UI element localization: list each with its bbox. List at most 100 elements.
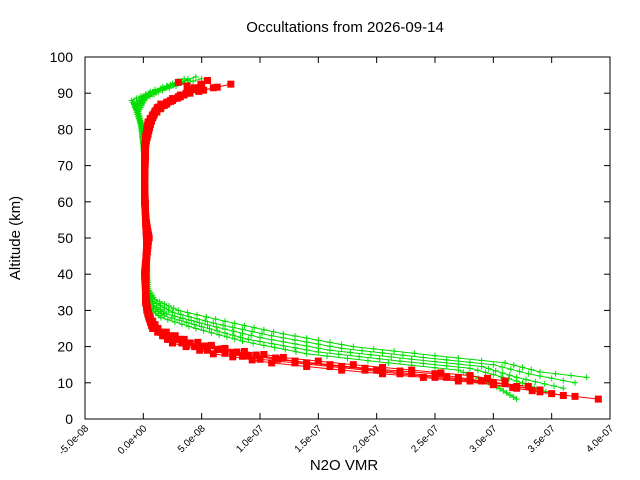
data-point <box>184 87 192 95</box>
data-point <box>185 313 192 320</box>
data-point <box>370 345 377 352</box>
y-tick-label: 20 <box>57 339 73 355</box>
y-tick-label: 0 <box>65 411 73 427</box>
data-point <box>212 316 219 323</box>
data-point <box>385 359 392 366</box>
data-point <box>220 322 227 329</box>
data-point <box>163 98 171 106</box>
x-tick-label: 2.5e-07 <box>409 423 441 455</box>
data-point <box>490 371 497 378</box>
data-point <box>359 347 366 354</box>
data-point <box>248 356 256 364</box>
data-point <box>221 349 229 357</box>
data-point <box>177 311 184 318</box>
data-point <box>478 357 485 364</box>
data-point <box>202 342 210 350</box>
data-point <box>315 349 322 356</box>
data-point <box>280 342 287 349</box>
profile-line <box>143 80 506 382</box>
data-point <box>229 332 236 339</box>
data-point <box>594 395 602 403</box>
data-point <box>192 325 199 332</box>
data-point <box>174 78 182 86</box>
data-point <box>388 354 395 361</box>
data-point <box>408 356 415 363</box>
data-point <box>128 97 135 104</box>
data-point <box>502 359 508 366</box>
data-point <box>361 364 369 372</box>
data-point <box>209 350 217 358</box>
y-tick-label: 50 <box>57 230 73 246</box>
data-point <box>559 391 567 399</box>
data-point <box>303 363 311 371</box>
data-point <box>178 339 186 347</box>
plot-marks <box>128 73 602 403</box>
data-point <box>204 77 211 85</box>
x-tick-label: -5.0e-08 <box>57 423 91 457</box>
data-point <box>169 339 176 347</box>
data-point <box>282 346 289 353</box>
data-point <box>460 369 467 376</box>
data-point <box>541 380 548 387</box>
data-point <box>349 361 357 369</box>
data-point <box>432 358 438 365</box>
profile-line <box>133 78 587 378</box>
data-point <box>231 320 238 327</box>
data-point <box>485 365 492 372</box>
data-point <box>503 389 510 396</box>
data-point <box>506 372 513 379</box>
data-point <box>196 346 204 354</box>
data-point <box>432 364 438 371</box>
data-point <box>338 345 345 352</box>
data-point <box>568 372 575 379</box>
data-point <box>454 377 462 385</box>
data-point <box>548 375 555 382</box>
data-point <box>239 330 246 337</box>
data-point <box>213 323 220 330</box>
data-point <box>257 338 263 345</box>
data-point <box>182 343 190 351</box>
data-point <box>196 319 203 326</box>
data-point <box>419 373 427 381</box>
data-point <box>159 87 166 94</box>
data-point <box>165 335 173 343</box>
data-point <box>208 329 215 336</box>
profile-line <box>131 81 576 384</box>
chart-title: Occultations from 2026-09-14 <box>246 19 444 36</box>
data-point <box>379 363 386 371</box>
data-point <box>197 80 205 88</box>
data-point <box>170 95 178 103</box>
data-point <box>227 80 235 88</box>
data-point <box>532 378 539 385</box>
data-point <box>249 328 256 335</box>
y-tick-label: 80 <box>57 121 73 137</box>
data-point <box>411 350 418 357</box>
data-point <box>151 321 159 329</box>
data-point <box>490 361 497 368</box>
data-point <box>203 313 210 320</box>
data-point <box>177 91 185 99</box>
data-point <box>239 352 246 360</box>
data-point <box>206 325 213 332</box>
data-point <box>176 335 184 343</box>
data-point <box>170 305 177 312</box>
data-point <box>229 324 236 331</box>
x-tick-label: 4.0e-07 <box>584 423 616 455</box>
data-point <box>356 353 363 360</box>
data-point <box>192 73 199 80</box>
data-point <box>291 357 299 365</box>
data-point <box>180 315 186 322</box>
data-point <box>183 319 190 326</box>
data-point <box>231 336 238 343</box>
data-point <box>455 355 462 362</box>
data-point <box>171 332 179 340</box>
data-point <box>379 370 386 378</box>
data-point <box>443 356 450 363</box>
data-point <box>202 317 209 324</box>
data-point <box>245 336 252 343</box>
data-point <box>467 365 473 372</box>
data-point <box>233 348 241 356</box>
data-point <box>200 327 207 334</box>
x-tick-label: 0.0e+00 <box>116 423 150 457</box>
